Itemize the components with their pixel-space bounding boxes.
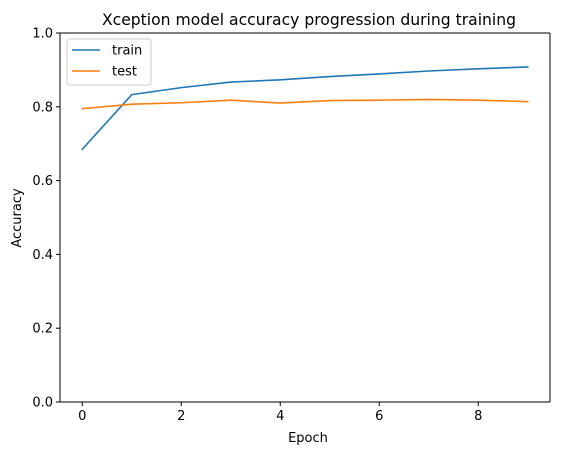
y-tick-label: 0.0 xyxy=(32,396,53,411)
chart-title: Xception model accuracy progression duri… xyxy=(102,11,516,29)
y-tick-label: 0.4 xyxy=(32,248,53,263)
x-tick-label: 0 xyxy=(78,409,86,424)
x-tick-label: 6 xyxy=(375,409,383,424)
plot-background xyxy=(60,33,550,402)
y-axis-label: Accuracy xyxy=(10,188,25,248)
legend-label-test: test xyxy=(112,65,137,80)
y-tick-label: 0.8 xyxy=(32,100,53,115)
y-tick-label: 0.2 xyxy=(32,322,53,337)
legend: train test xyxy=(66,38,152,86)
x-tick-label: 4 xyxy=(276,409,284,424)
y-axis-ticks: 0.0 0.2 0.4 0.6 0.8 1.0 xyxy=(32,27,60,411)
series-layer xyxy=(81,66,529,151)
y-tick-label: 0.6 xyxy=(32,174,53,189)
legend-label-train: train xyxy=(112,44,142,59)
x-axis-ticks: 0 2 4 6 8 xyxy=(78,402,482,424)
series-line-train xyxy=(81,66,529,151)
series-line-test xyxy=(81,98,529,110)
y-tick-label: 1.0 xyxy=(32,27,53,42)
legend-items: train test xyxy=(72,44,142,80)
x-axis-label: Epoch xyxy=(288,431,328,446)
x-tick-label: 2 xyxy=(177,409,185,424)
axes-frame xyxy=(59,32,551,403)
x-tick-label: 8 xyxy=(474,409,482,424)
plot-area: 0 2 4 6 8 0.0 0.2 0.4 0.6 0.8 1.0 xyxy=(32,27,551,424)
